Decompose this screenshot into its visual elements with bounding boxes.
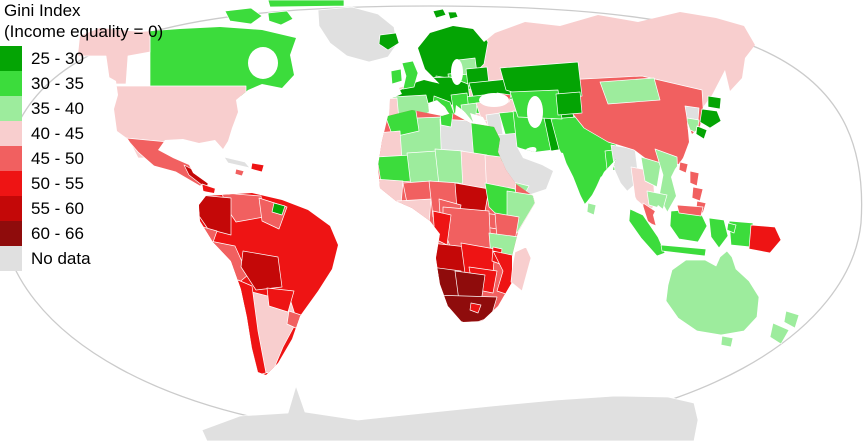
- region-nicaragua-panama: [201, 183, 218, 193]
- legend-swatch: [0, 146, 22, 171]
- region-taiwan: [678, 161, 689, 174]
- legend-item: 50 - 55: [0, 171, 163, 196]
- legend-item: 35 - 40: [0, 96, 163, 121]
- legend-label: No data: [31, 248, 91, 268]
- region-lesotho: [469, 302, 482, 314]
- legend: Gini Index (Income equality = 0) 25 - 30…: [0, 0, 163, 271]
- baltic-sea: [451, 59, 463, 85]
- region-svalbard: [447, 11, 459, 20]
- region-sri-lanka: [586, 202, 597, 216]
- region-ireland: [390, 68, 403, 85]
- legend-swatch: [0, 121, 22, 146]
- region-haiti-dominican: [250, 162, 265, 173]
- legend-item: No data: [0, 246, 163, 271]
- hudson-bay: [248, 47, 278, 79]
- legend-rows: 25 - 30 30 - 35 35 - 40 40 - 45 45 - 50 50 - …: [0, 46, 163, 271]
- region-paraguay: [266, 287, 295, 313]
- region-new-zealand-south: [769, 322, 790, 345]
- region-french-guiana: [271, 202, 286, 216]
- region-greenland: [317, 6, 398, 63]
- region-canada-arctic-island: [224, 7, 263, 25]
- region-philippines-visayas: [691, 186, 704, 202]
- legend-item: 25 - 30: [0, 46, 163, 71]
- region-cuba: [223, 156, 251, 169]
- region-philippines-luzon: [689, 170, 700, 187]
- legend-item: 45 - 50: [0, 146, 163, 171]
- legend-label: 40 - 45: [31, 123, 84, 143]
- region-laos: [640, 156, 662, 188]
- region-new-zealand-north: [783, 310, 800, 329]
- region-colombia: [199, 194, 232, 236]
- legend-title-line1: Gini Index: [4, 1, 81, 20]
- legend-label: 25 - 30: [31, 48, 84, 68]
- legend-label: 35 - 40: [31, 98, 84, 118]
- region-japan-honshu: [699, 108, 722, 129]
- region-iceland: [378, 32, 400, 51]
- region-japan-kyushu: [695, 125, 708, 140]
- region-canada: [149, 27, 296, 97]
- legend-item: 30 - 35: [0, 71, 163, 96]
- region-niger: [434, 148, 466, 186]
- legend-title-line2: (Income equality = 0): [4, 22, 164, 41]
- legend-swatch: [0, 221, 22, 246]
- region-sulawesi: [708, 217, 729, 249]
- region-sumatra: [628, 208, 666, 257]
- legend-swatch: [0, 96, 22, 121]
- legend-label: 55 - 60: [31, 198, 84, 218]
- legend-label: 60 - 66: [31, 223, 84, 243]
- region-canada-arctic-strip: [267, 0, 345, 8]
- region-java: [660, 244, 707, 257]
- legend-swatch: [0, 196, 22, 221]
- black-sea: [479, 93, 509, 107]
- legend-swatch: [0, 246, 22, 271]
- region-malaysia-borneo: [676, 204, 704, 217]
- region-australia: [665, 250, 760, 336]
- legend-swatch: [0, 171, 22, 196]
- legend-swatch: [0, 46, 22, 71]
- region-madagascar: [510, 246, 532, 292]
- legend-swatch: [0, 71, 22, 96]
- region-antarctica: [201, 385, 699, 442]
- region-papua-new-guinea: [748, 224, 782, 254]
- region-japan-hokkaido: [707, 95, 722, 110]
- region-canada-arctic-island: [267, 10, 294, 26]
- region-moluccas: [726, 222, 737, 234]
- legend-label: 30 - 35: [31, 73, 84, 93]
- legend-item: 55 - 60: [0, 196, 163, 221]
- region-united-kingdom: [401, 60, 419, 90]
- caspian-sea: [527, 96, 543, 128]
- legend-label: 45 - 50: [31, 148, 84, 168]
- legend-item: 40 - 45: [0, 121, 163, 146]
- region-tasmania: [720, 335, 734, 348]
- legend-label: 50 - 55: [31, 173, 84, 193]
- legend-item: 60 - 66: [0, 221, 163, 246]
- region-mongolia: [599, 77, 661, 105]
- region-jamaica: [234, 168, 245, 177]
- region-svalbard: [432, 8, 447, 19]
- region-kyrgyzstan-tajikistan: [555, 91, 583, 116]
